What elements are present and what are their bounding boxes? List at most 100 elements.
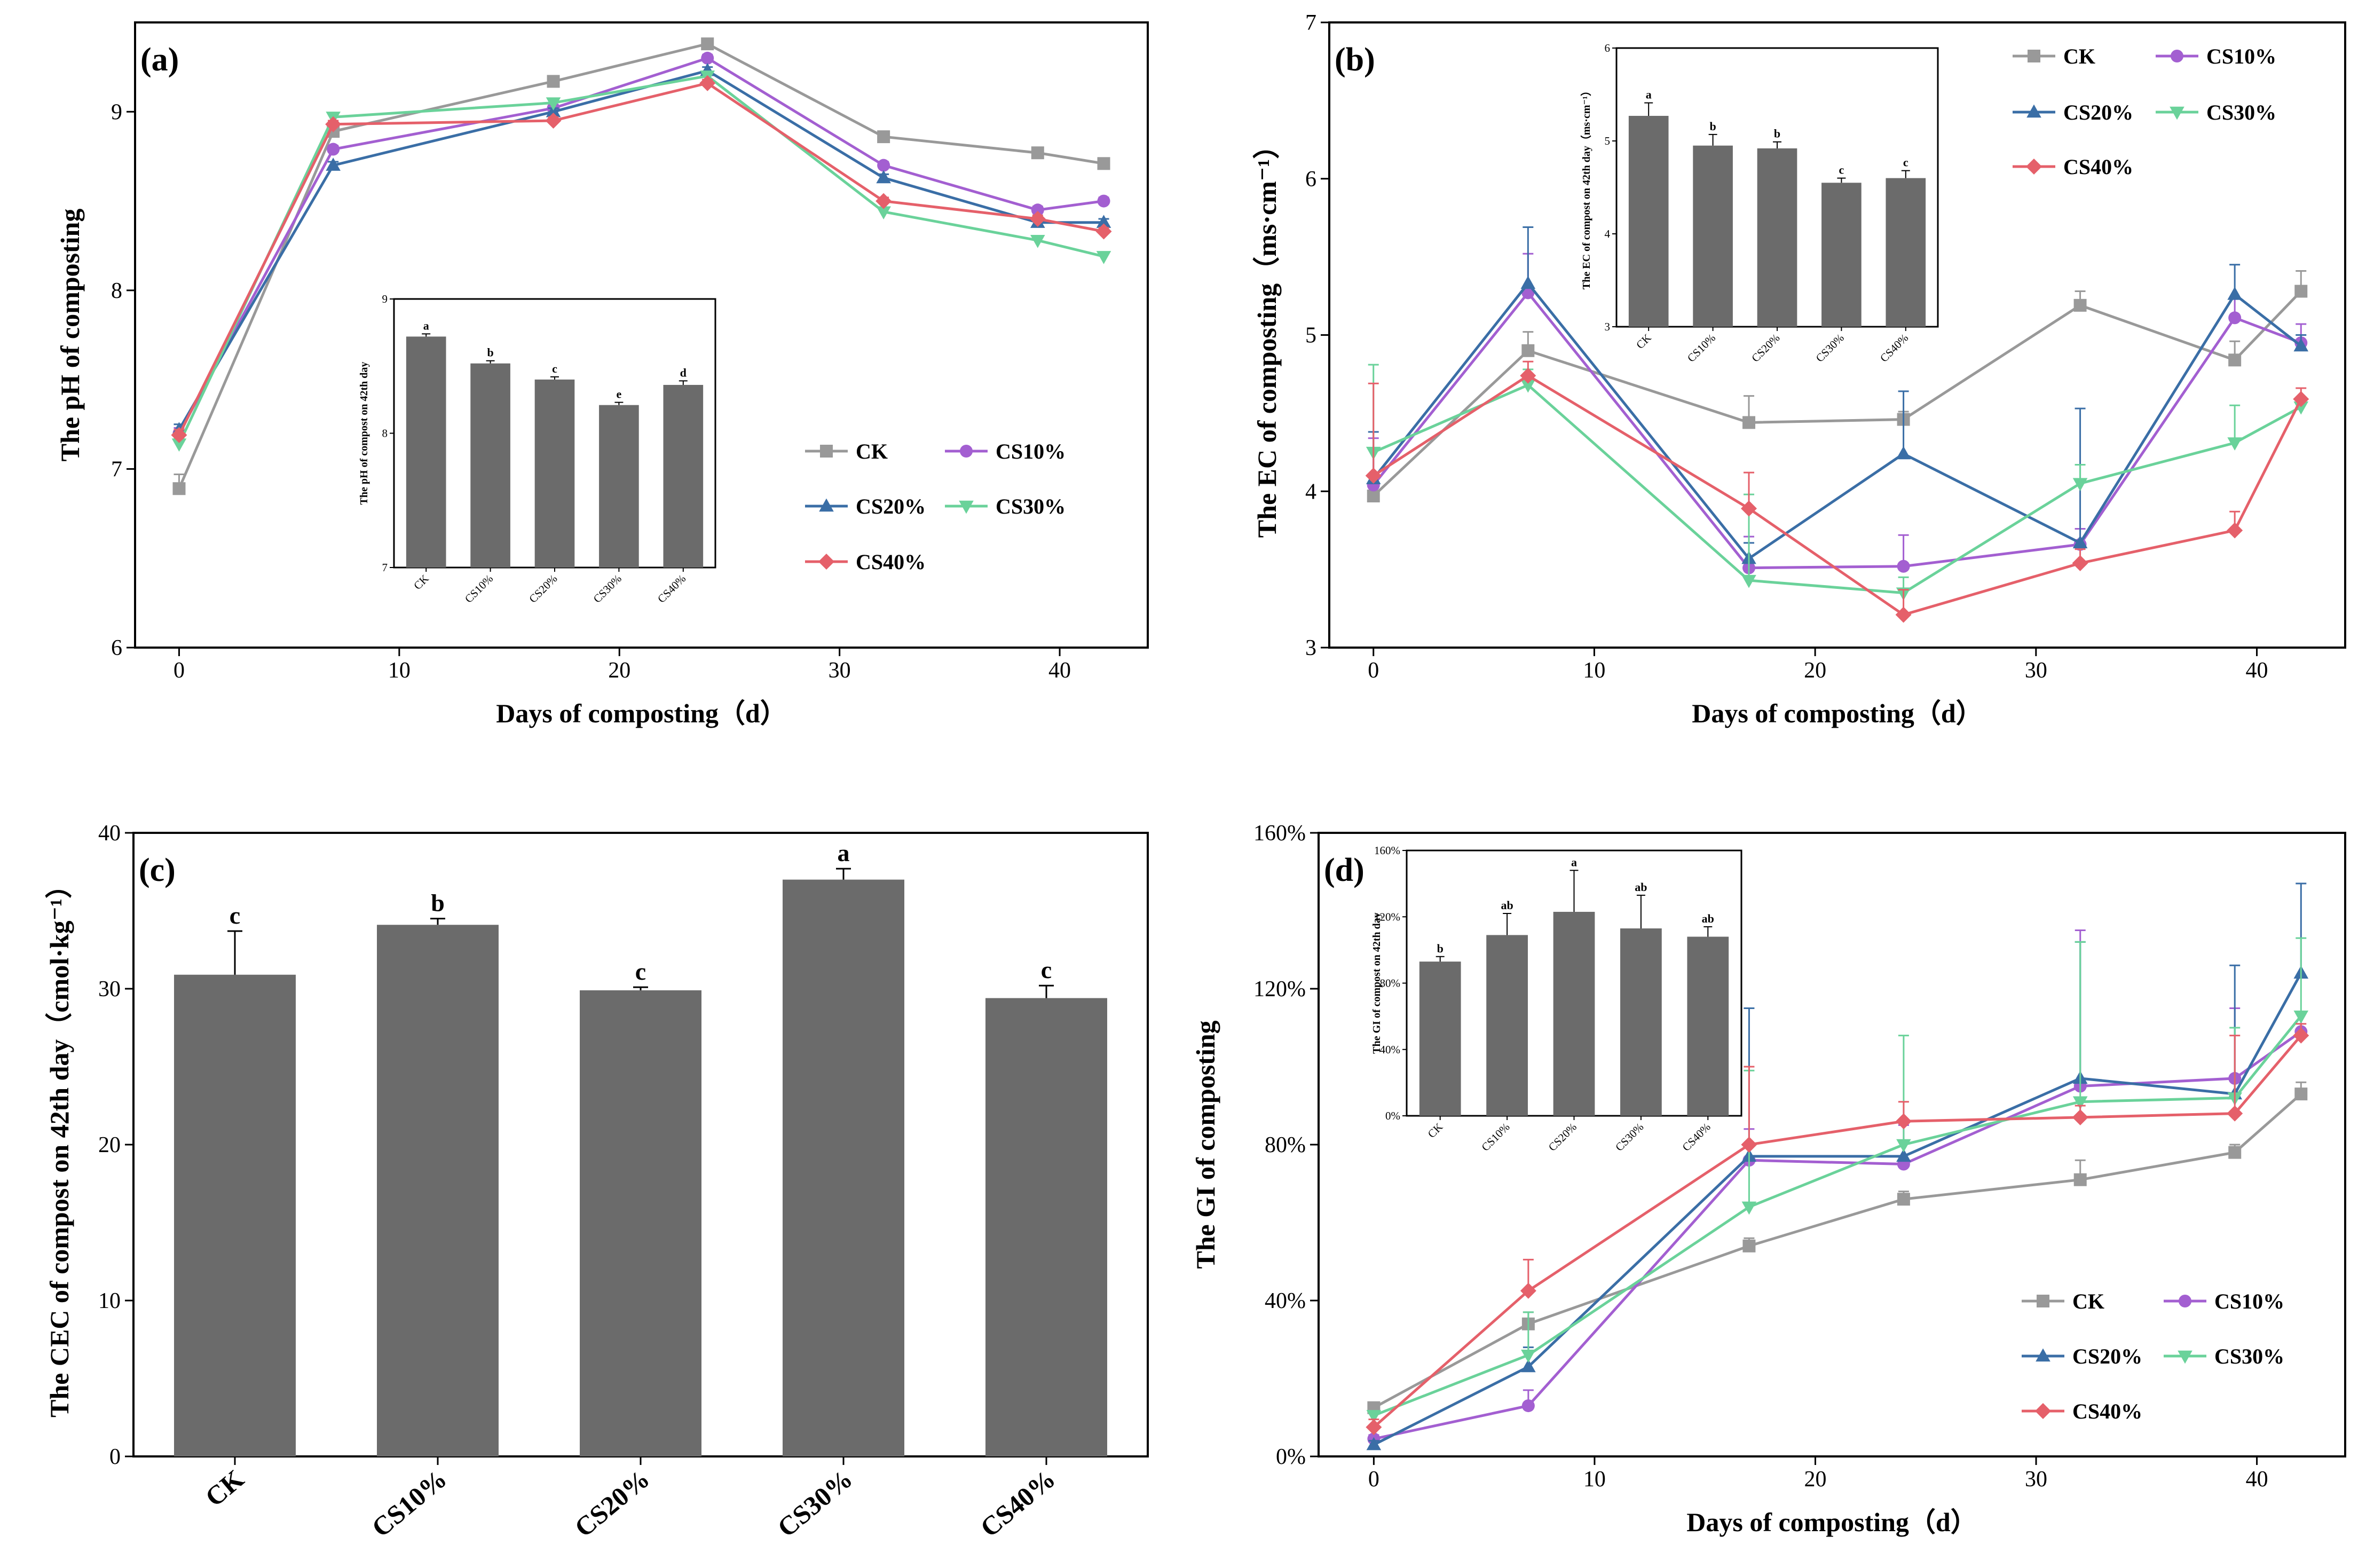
data-point — [325, 116, 342, 132]
data-point — [2072, 1109, 2088, 1125]
data-point — [2228, 311, 2242, 325]
inset-bar — [1821, 183, 1862, 327]
data-point — [1520, 379, 1536, 393]
legend-marker — [959, 500, 974, 514]
inset-x-tick-label: CK — [1425, 1121, 1446, 1141]
y-tick-label: 4 — [1305, 479, 1316, 504]
inset-y-tick-label: 80% — [1380, 977, 1401, 990]
data-point — [1097, 194, 1110, 208]
legend-marker — [2170, 106, 2184, 120]
y-tick-label: 6 — [1305, 167, 1316, 192]
y-tick-label: 7 — [1305, 11, 1316, 35]
x-tick-label: 40 — [2246, 1467, 2268, 1492]
y-tick-label: 20 — [98, 1133, 121, 1157]
y-tick-label: 10 — [98, 1289, 121, 1313]
data-point — [1741, 574, 1756, 588]
legend: CK CS10% CS20% CS30% CS40% — [2013, 44, 2276, 179]
data-point — [1896, 446, 1911, 460]
data-point — [1029, 211, 1046, 227]
data-point — [1741, 1137, 1757, 1153]
inset-significance-letter: c — [1839, 163, 1844, 177]
x-axis-label: Days of composting（d） — [496, 698, 786, 728]
data-point — [877, 130, 890, 144]
data-point — [1097, 157, 1110, 170]
inset-y-tick-label: 3 — [1605, 320, 1611, 333]
x-tick-label: 30 — [2025, 658, 2047, 683]
inset-x-tick-label: CS10% — [462, 572, 495, 605]
data-point — [1742, 416, 1756, 429]
data-point — [1741, 1201, 1757, 1215]
legend-marker — [2179, 1295, 2191, 1307]
significance-letter: b — [431, 889, 445, 917]
inset-y-axis-label: The GI of compost on 42th day — [1371, 912, 1383, 1053]
legend-marker — [2035, 1403, 2051, 1419]
x-axis-label: Days of composting（d） — [1686, 1507, 1977, 1537]
legend-marker — [819, 498, 834, 512]
inset-x-tick-label: CS40% — [1679, 1121, 1713, 1154]
inset-bar — [470, 363, 510, 568]
inset-x-tick-label: CS20% — [1546, 1121, 1579, 1154]
inset-y-tick-label: 7 — [382, 561, 388, 574]
x-tick-label: CS30% — [772, 1464, 858, 1543]
legend-marker — [818, 554, 834, 570]
panel-b: 0 10 20 30 40 3 4 5 6 7 Days of composting（d） The E… — [1252, 11, 2346, 728]
inset-chart: 0% 40% 80% 120% 160% b CK ab CS10% a CS20% ab CS30% a… — [1371, 844, 1742, 1154]
data-point — [1896, 1148, 1911, 1162]
significance-letter: c — [635, 958, 646, 985]
data-point — [701, 51, 714, 65]
inset-chart: 7 8 9 a CK b CS10% c CS20% e CS30% d CS40% The pH of … — [358, 293, 716, 605]
inset-y-tick-label: 8 — [382, 427, 388, 440]
x-tick-label: CS20% — [569, 1464, 656, 1543]
data-point — [876, 170, 891, 184]
data-point — [1521, 1399, 1535, 1413]
x-tick-label: 30 — [2025, 1467, 2047, 1492]
legend-label: CS30% — [996, 494, 1066, 518]
y-tick-label: 120% — [1253, 977, 1306, 1002]
y-tick-label: 160% — [1253, 821, 1306, 846]
data-point — [2072, 1096, 2088, 1110]
plot-frame — [134, 21, 1149, 649]
series-cs40pct — [171, 75, 1112, 443]
data-point — [2227, 286, 2242, 300]
inset-x-tick-label: CS10% — [1479, 1121, 1512, 1154]
data-point — [1742, 1239, 1756, 1252]
inset-significance-letter: c — [552, 362, 557, 375]
inset-y-tick-label: 5 — [1605, 135, 1611, 147]
data-point — [1741, 500, 1757, 517]
inset-bar — [406, 336, 446, 568]
data-point — [876, 206, 891, 220]
data-point — [2072, 478, 2088, 492]
inset-significance-letter: d — [680, 366, 687, 379]
data-point — [1367, 490, 1380, 503]
inset-bar — [1620, 928, 1662, 1116]
inset-x-tick-label: CS30% — [1613, 1121, 1646, 1154]
data-point — [546, 104, 561, 117]
y-tick-label: 3 — [1305, 636, 1316, 660]
data-point — [2228, 1146, 2242, 1159]
data-point — [1031, 203, 1044, 217]
y-tick-label: 40 — [98, 821, 121, 846]
panel-label: (c) — [139, 852, 176, 888]
x-tick-label: 0 — [173, 658, 185, 683]
x-tick-label: 20 — [608, 658, 630, 683]
data-point — [547, 75, 560, 88]
data-point — [2073, 1173, 2087, 1186]
data-point — [1366, 1419, 1382, 1436]
x-tick-label: 10 — [1583, 1467, 1606, 1492]
data-point — [171, 427, 187, 443]
inset-x-tick-label: CS10% — [1685, 332, 1718, 365]
inset-significance-letter: e — [617, 388, 622, 401]
x-tick-label: CS40% — [975, 1464, 1061, 1543]
inset-significance-letter: c — [1903, 156, 1908, 169]
data-point — [699, 75, 716, 91]
data-point — [1096, 215, 1111, 228]
legend-label: CK — [2063, 44, 2095, 68]
panel-label: (d) — [1324, 852, 1365, 888]
data-point — [326, 157, 341, 171]
inset-bar — [534, 379, 575, 568]
data-point — [1366, 1410, 1382, 1423]
x-tick-label: 0 — [1368, 658, 1379, 683]
legend-marker — [2037, 1295, 2049, 1307]
series-line — [1373, 383, 2302, 595]
